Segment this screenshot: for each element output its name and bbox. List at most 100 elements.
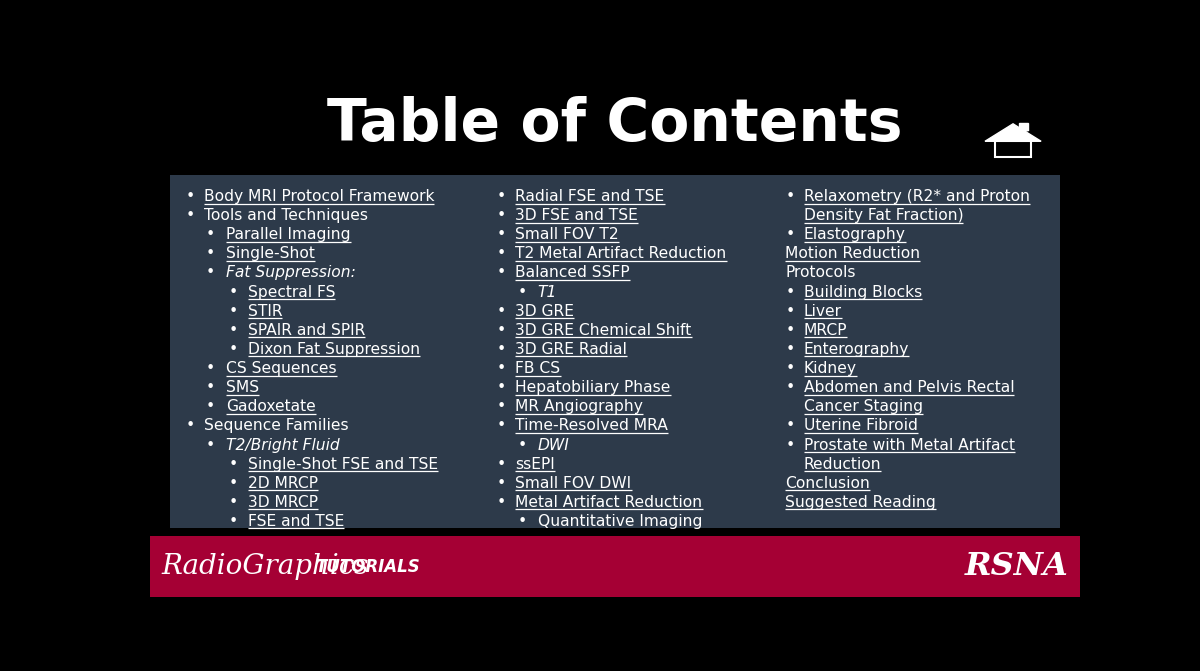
Text: ssEPI: ssEPI (516, 457, 556, 472)
Text: Motion Reduction: Motion Reduction (785, 246, 920, 262)
Text: •: • (785, 285, 794, 300)
Text: •: • (497, 208, 506, 223)
Text: Cancer Staging: Cancer Staging (804, 399, 923, 414)
Text: •: • (517, 285, 527, 300)
Text: MRCP: MRCP (804, 323, 847, 338)
Text: Small FOV DWI: Small FOV DWI (516, 476, 631, 491)
Text: Suggested Reading: Suggested Reading (785, 495, 936, 510)
Text: Abdomen and Pelvis Rectal: Abdomen and Pelvis Rectal (804, 380, 1014, 395)
Text: •: • (785, 437, 794, 452)
Text: •: • (185, 208, 194, 223)
Text: FSE and TSE: FSE and TSE (247, 514, 344, 529)
Text: STIR: STIR (247, 304, 282, 319)
Text: •: • (497, 380, 506, 395)
Text: Single-Shot: Single-Shot (227, 246, 316, 262)
Text: •: • (497, 323, 506, 338)
Text: •: • (497, 266, 506, 280)
Text: •: • (497, 304, 506, 319)
Text: Spectral FS: Spectral FS (247, 285, 335, 300)
Text: •: • (206, 266, 215, 280)
Text: Reduction: Reduction (804, 457, 882, 472)
Text: •: • (206, 399, 215, 414)
Text: TUTORIALS: TUTORIALS (316, 558, 420, 576)
Text: •: • (497, 495, 506, 510)
Text: Relaxometry (R2* and Proton: Relaxometry (R2* and Proton (804, 189, 1030, 204)
Text: •: • (206, 227, 215, 242)
Text: •: • (785, 227, 794, 242)
Text: Small FOV T2: Small FOV T2 (516, 227, 619, 242)
Text: Elastography: Elastography (804, 227, 906, 242)
Text: •: • (229, 495, 239, 510)
Text: 3D GRE Chemical Shift: 3D GRE Chemical Shift (516, 323, 691, 338)
Text: •: • (497, 361, 506, 376)
Text: •: • (206, 380, 215, 395)
Text: •: • (785, 323, 794, 338)
Text: Radial FSE and TSE: Radial FSE and TSE (516, 189, 665, 204)
Text: •: • (517, 514, 527, 529)
Text: •: • (497, 476, 506, 491)
Text: •: • (785, 304, 794, 319)
Text: DWI: DWI (538, 437, 570, 452)
Text: •: • (517, 437, 527, 452)
Text: 3D MRCP: 3D MRCP (247, 495, 318, 510)
Text: •: • (785, 342, 794, 357)
Text: T2/Bright Fluid: T2/Bright Fluid (227, 437, 340, 452)
Text: Balanced SSFP: Balanced SSFP (516, 266, 630, 280)
Text: Conclusion: Conclusion (785, 476, 870, 491)
Text: Hepatobiliary Phase: Hepatobiliary Phase (516, 380, 671, 395)
Text: •: • (229, 514, 239, 529)
Text: •: • (229, 304, 239, 319)
Text: 3D FSE and TSE: 3D FSE and TSE (516, 208, 638, 223)
Text: •: • (497, 246, 506, 262)
Text: RadioGraphics: RadioGraphics (161, 553, 368, 580)
Text: •: • (229, 457, 239, 472)
Text: •: • (785, 419, 794, 433)
Text: •: • (229, 323, 239, 338)
Polygon shape (1019, 123, 1027, 132)
Text: Gadoxetate: Gadoxetate (227, 399, 316, 414)
Text: Single-Shot FSE and TSE: Single-Shot FSE and TSE (247, 457, 438, 472)
Text: •: • (497, 342, 506, 357)
Text: Density Fat Fraction): Density Fat Fraction) (804, 208, 964, 223)
Text: RSNA: RSNA (965, 551, 1069, 582)
FancyBboxPatch shape (170, 174, 1060, 529)
Text: Fat Suppression:: Fat Suppression: (227, 266, 356, 280)
Text: Parallel Imaging: Parallel Imaging (227, 227, 350, 242)
Text: 2D MRCP: 2D MRCP (247, 476, 318, 491)
Text: Liver: Liver (804, 304, 841, 319)
Text: Enterography: Enterography (804, 342, 910, 357)
Text: Time-Resolved MRA: Time-Resolved MRA (516, 419, 668, 433)
Text: •: • (497, 457, 506, 472)
Text: •: • (497, 419, 506, 433)
Text: •: • (785, 361, 794, 376)
Text: 3D GRE: 3D GRE (516, 304, 575, 319)
Text: 3D GRE Radial: 3D GRE Radial (516, 342, 628, 357)
Text: •: • (497, 227, 506, 242)
Text: Tools and Techniques: Tools and Techniques (204, 208, 368, 223)
Text: Prostate with Metal Artifact: Prostate with Metal Artifact (804, 437, 1015, 452)
Text: Metal Artifact Reduction: Metal Artifact Reduction (516, 495, 703, 510)
Text: •: • (229, 285, 239, 300)
Text: SPAIR and SPIR: SPAIR and SPIR (247, 323, 365, 338)
Text: •: • (206, 361, 215, 376)
Text: Table of Contents: Table of Contents (328, 96, 902, 153)
Text: •: • (229, 476, 239, 491)
Text: Building Blocks: Building Blocks (804, 285, 922, 300)
Text: •: • (497, 189, 506, 204)
Text: T1: T1 (538, 285, 557, 300)
Text: SMS: SMS (227, 380, 259, 395)
FancyBboxPatch shape (150, 536, 1080, 597)
Text: •: • (206, 246, 215, 262)
Text: Uterine Fibroid: Uterine Fibroid (804, 419, 918, 433)
Text: Protocols: Protocols (785, 266, 856, 280)
Text: Quantitative Imaging: Quantitative Imaging (538, 514, 702, 529)
Text: •: • (785, 189, 794, 204)
Text: •: • (229, 342, 239, 357)
Text: Dixon Fat Suppression: Dixon Fat Suppression (247, 342, 420, 357)
Text: Kidney: Kidney (804, 361, 857, 376)
Text: MR Angiography: MR Angiography (516, 399, 643, 414)
Text: T2 Metal Artifact Reduction: T2 Metal Artifact Reduction (516, 246, 727, 262)
Polygon shape (995, 142, 1032, 156)
Text: CS Sequences: CS Sequences (227, 361, 337, 376)
Text: •: • (785, 380, 794, 395)
